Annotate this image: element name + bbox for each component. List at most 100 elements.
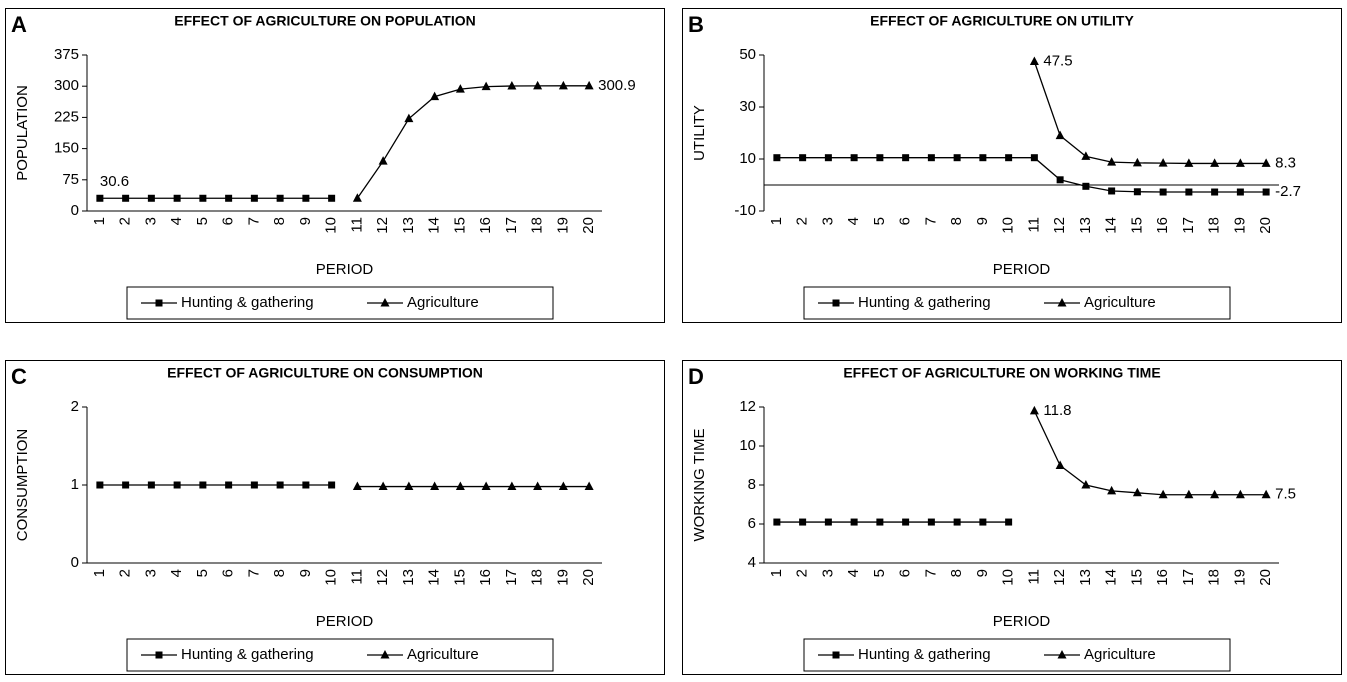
marker — [1261, 489, 1271, 499]
marker — [1158, 158, 1168, 167]
x-tick-label: 2 — [794, 569, 811, 577]
x-tick-label: 20 — [1257, 569, 1274, 586]
x-tick-label: 16 — [477, 217, 494, 234]
marker — [122, 481, 130, 489]
marker — [979, 518, 987, 526]
marker — [773, 518, 781, 526]
chart-title: EFFECT OF AGRICULTURE ON WORKING TIME — [843, 365, 1160, 381]
legend-box — [126, 638, 554, 672]
marker — [276, 481, 284, 489]
marker — [302, 194, 310, 202]
marker — [927, 154, 935, 162]
x-tick-label: 4 — [845, 217, 862, 225]
x-axis-title: PERIOD — [316, 261, 374, 278]
legend-box — [126, 286, 554, 320]
marker — [953, 518, 961, 526]
marker — [1159, 188, 1167, 196]
y-tick-label: 225 — [54, 108, 79, 125]
y-tick-label: 300 — [54, 77, 79, 94]
x-tick-label: 4 — [168, 569, 185, 577]
marker — [455, 481, 465, 491]
marker — [902, 518, 910, 526]
x-tick-label: 19 — [554, 569, 571, 586]
x-tick-label: 11 — [1025, 217, 1042, 233]
marker — [1210, 489, 1220, 499]
marker — [799, 154, 807, 162]
marker — [1107, 485, 1117, 495]
x-tick-label: 4 — [845, 569, 862, 577]
x-tick-label: 10 — [323, 217, 340, 234]
x-tick-label: 2 — [117, 217, 134, 225]
marker — [173, 194, 181, 202]
x-tick-label: 6 — [220, 217, 237, 225]
x-tick-label: 9 — [297, 217, 314, 225]
marker — [824, 518, 832, 526]
marker — [352, 193, 362, 202]
marker — [328, 194, 336, 202]
legend-box — [803, 286, 1231, 320]
y-tick-label: 375 — [54, 46, 79, 63]
x-tick-label: 20 — [580, 569, 597, 586]
marker — [380, 650, 390, 659]
x-axis-title: PERIOD — [316, 613, 374, 630]
marker — [953, 154, 961, 162]
series-line — [776, 157, 1267, 193]
y-tick-label: 50 — [739, 46, 756, 63]
y-tick-label: 1 — [71, 476, 79, 493]
x-axis-title: PERIOD — [993, 613, 1051, 630]
marker — [328, 481, 336, 489]
panel: B EFFECT OF AGRICULTURE ON UTILITY -10 10 30… — [682, 8, 1342, 323]
panel: D EFFECT OF AGRICULTURE ON WORKING TIME 4 6… — [682, 360, 1342, 675]
x-tick-label: 16 — [1154, 569, 1171, 586]
marker — [1158, 489, 1168, 499]
marker — [155, 299, 163, 307]
x-tick-label: 13 — [1077, 569, 1094, 586]
marker — [147, 194, 155, 202]
series-line — [1033, 410, 1267, 496]
marker — [225, 481, 233, 489]
x-tick-label: 6 — [897, 569, 914, 577]
x-tick-label: 1 — [91, 217, 108, 225]
x-tick-label: 3 — [142, 569, 159, 577]
x-tick-label: 17 — [1180, 217, 1197, 234]
x-tick-label: 7 — [922, 217, 939, 225]
x-tick-label: 4 — [168, 217, 185, 225]
marker — [1056, 176, 1064, 184]
x-tick-label: 6 — [897, 217, 914, 225]
marker — [832, 299, 840, 307]
marker — [558, 481, 568, 491]
y-tick-label: 2 — [71, 398, 79, 415]
x-tick-label: 2 — [117, 569, 134, 577]
x-tick-label: 18 — [529, 569, 546, 586]
y-axis-title: POPULATION — [14, 85, 31, 181]
x-tick-label: 20 — [580, 217, 597, 234]
marker — [455, 84, 465, 93]
marker — [380, 298, 390, 307]
marker — [507, 481, 517, 491]
marker — [824, 154, 832, 162]
series-line — [356, 85, 590, 199]
marker — [1057, 298, 1067, 307]
x-tick-label: 9 — [297, 569, 314, 577]
x-tick-label: 8 — [948, 569, 965, 577]
marker — [1132, 157, 1142, 167]
chart-title: EFFECT OF AGRICULTURE ON POPULATION — [174, 13, 476, 29]
y-tick-label: 6 — [748, 515, 756, 532]
x-tick-label: 3 — [819, 217, 836, 225]
data-label: 300.9 — [598, 77, 636, 94]
marker — [1029, 56, 1039, 65]
legend-box — [803, 638, 1231, 672]
x-tick-label: 5 — [871, 217, 888, 225]
legend-label: Agriculture — [1084, 646, 1156, 663]
marker — [799, 518, 807, 526]
x-tick-label: 19 — [1231, 217, 1248, 234]
x-tick-label: 13 — [400, 217, 417, 234]
x-tick-label: 11 — [348, 569, 365, 585]
x-tick-label: 9 — [974, 217, 991, 225]
x-tick-label: 10 — [1000, 569, 1017, 586]
marker — [430, 481, 440, 491]
data-label: 47.5 — [1043, 52, 1072, 69]
marker — [173, 481, 181, 489]
panel-frame — [682, 8, 1342, 323]
